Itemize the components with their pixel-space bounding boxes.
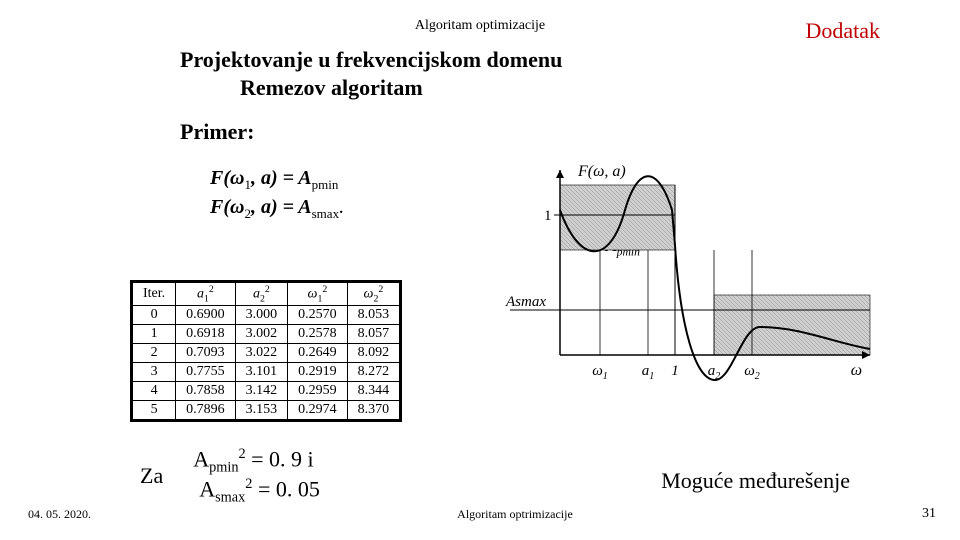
iteration-table: Iter. a12 a22 ω12 ω22 00.69003.0000.2570… [130, 280, 402, 422]
svg-text:ω1: ω1 [592, 363, 608, 382]
formulas-block: F(ω1, a) = Apmin F(ω2, a) = Asmax. [210, 165, 344, 223]
page-number: 31 [922, 506, 936, 522]
svg-text:Asmax: Asmax [505, 294, 546, 310]
th-a1: a12 [176, 283, 236, 306]
table-row: 00.69003.0000.25708.053 [133, 306, 400, 325]
a-values: Apmin2 = 0. 9 i Asmax2 = 0. 05 [193, 446, 320, 506]
table-row: 30.77553.1010.29198.272 [133, 363, 400, 382]
header-right: Dodatak [805, 18, 880, 44]
primer-heading: Primer: [180, 119, 960, 145]
svg-text:ω2: ω2 [744, 363, 760, 382]
svg-text:ω: ω [851, 362, 862, 379]
table-header-row: Iter. a12 a22 ω12 ω22 [133, 283, 400, 306]
th-a2: a22 [235, 283, 288, 306]
za-label: Za [140, 463, 163, 489]
table-row: 40.78583.1420.29598.344 [133, 382, 400, 401]
footer-date: 04. 05. 2020. [28, 507, 91, 522]
title-line2: Remezov algoritam [240, 74, 960, 102]
table-row: 10.69183.0020.25788.057 [133, 325, 400, 344]
formula-1: F(ω1, a) = Apmin [210, 165, 344, 194]
th-w2: ω22 [347, 283, 400, 306]
svg-text:1: 1 [544, 208, 552, 224]
formula-2: F(ω2, a) = Asmax. [210, 194, 344, 223]
filter-response-chart: F(ω, a)1Asmaxω1a11a2ω2ω [500, 155, 880, 400]
table-row: 20.70933.0220.26498.092 [133, 344, 400, 363]
svg-text:1: 1 [671, 363, 679, 379]
svg-text:F(ω, a): F(ω, a) [577, 163, 626, 180]
title-line1: Projektovanje u frekvencijskom domenu [180, 46, 960, 74]
page-title: Projektovanje u frekvencijskom domenu Re… [180, 46, 960, 101]
footer-center: Algoritam optrimizacije [0, 507, 960, 522]
th-iter: Iter. [133, 283, 176, 306]
th-w1: ω12 [288, 283, 348, 306]
moguce-label: Moguće međurešenje [661, 468, 850, 494]
svg-text:a1: a1 [642, 363, 655, 382]
table-row: 50.78963.1530.29748.370 [133, 401, 400, 420]
